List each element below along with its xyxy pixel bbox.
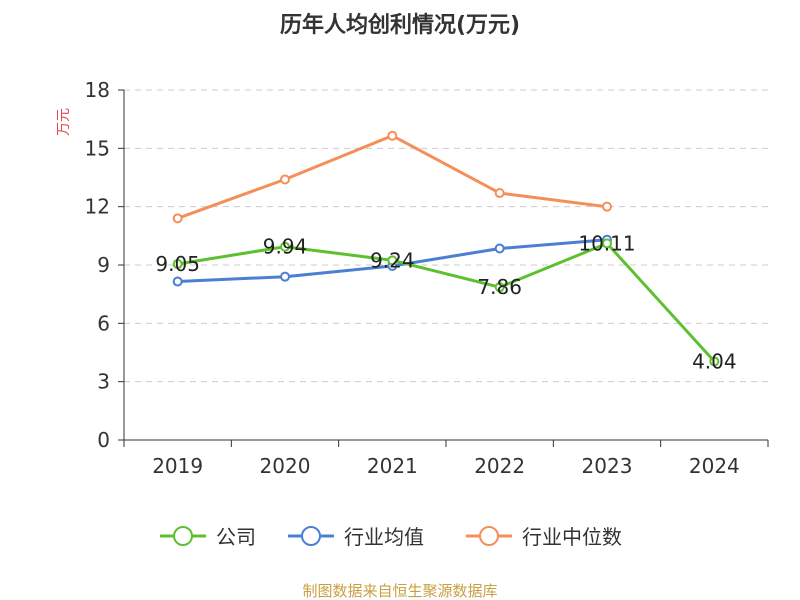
data-point[interactable]: [709, 356, 720, 367]
series-line: [176, 241, 716, 363]
data-label: 7.86: [477, 275, 522, 299]
y-tick-label: 0: [97, 428, 110, 452]
legend-label: 公司: [216, 525, 256, 549]
grid: [124, 89, 768, 383]
data-label: 9.24: [370, 248, 415, 272]
data-label: 4.04: [692, 349, 737, 373]
data-point[interactable]: [602, 238, 612, 249]
legend-label: 行业均值: [344, 525, 424, 549]
y-tick-label: 3: [97, 370, 110, 394]
x-tick-label: 2019: [152, 454, 203, 478]
legend-label: 行业中位数: [522, 525, 622, 549]
data-point[interactable]: [494, 188, 505, 199]
axes: 0 3 6 9 12 15 18 2019 2020 2021 2022 2023 2024: [85, 78, 769, 478]
data-point[interactable]: [602, 201, 612, 212]
series-layer: [172, 130, 720, 367]
y-tick-label: 6: [97, 311, 110, 335]
legend[interactable]: 公司 行业均值 行业中位数: [160, 525, 622, 549]
data-point[interactable]: [387, 130, 398, 141]
chart-title: 历年人均创利情况(万元): [280, 12, 520, 38]
data-point[interactable]: [172, 213, 183, 224]
legend-item[interactable]: 行业均值: [288, 525, 424, 549]
y-axis-label: 万元: [56, 108, 72, 136]
x-tick-label: 2023: [582, 454, 633, 478]
x-tick-label: 2021: [367, 454, 418, 478]
data-label: 9.05: [155, 252, 200, 276]
data-point[interactable]: [494, 243, 505, 254]
y-tick-label: 9: [97, 253, 110, 277]
data-label: 9.94: [263, 235, 308, 259]
y-tick-label: 12: [85, 195, 110, 219]
legend-marker: [301, 526, 321, 546]
y-tick-label: 18: [85, 78, 110, 102]
data-point[interactable]: [172, 276, 183, 287]
legend-item[interactable]: 行业中位数: [466, 525, 622, 549]
legend-marker: [479, 526, 499, 546]
data-point[interactable]: [494, 282, 505, 293]
data-point[interactable]: [280, 271, 290, 282]
data-label: 10.11: [578, 231, 635, 255]
data-point[interactable]: [172, 259, 183, 270]
data-point[interactable]: [387, 255, 398, 266]
data-point[interactable]: [280, 174, 290, 185]
y-tick-label: 15: [85, 136, 110, 160]
x-tick-label: 2020: [260, 454, 311, 478]
x-tick-label: 2024: [689, 454, 740, 478]
x-tick-label: 2022: [474, 454, 525, 478]
legend-item[interactable]: 公司: [160, 525, 256, 549]
legend-marker: [173, 526, 193, 546]
source-note: 制图数据来自恒生聚源数据库: [302, 582, 497, 600]
data-point[interactable]: [280, 241, 290, 252]
data-labels: 9.05 9.94 9.24 7.86 10.11 4.04: [155, 231, 736, 373]
